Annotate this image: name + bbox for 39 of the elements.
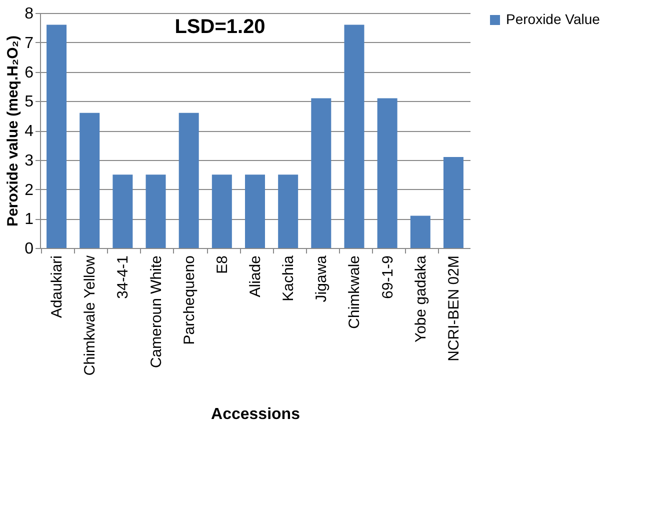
bar bbox=[80, 112, 100, 248]
legend-label: Peroxide Value bbox=[506, 11, 600, 27]
x-tick-label: 34-4-1 bbox=[114, 256, 132, 299]
x-tick-label: Chimkwale bbox=[346, 256, 364, 329]
annotation: LSD=1.20 bbox=[174, 16, 266, 38]
y-axis-title: Peroxide value (meq.H₂O₂) bbox=[4, 36, 22, 226]
x-tick-label: Adaukiari bbox=[48, 256, 66, 318]
y-tick-label: 4 bbox=[24, 123, 34, 140]
y-tick-label: 2 bbox=[24, 182, 34, 199]
x-tick-label: Jigawa bbox=[313, 254, 330, 302]
y-tick-label: 3 bbox=[24, 152, 34, 170]
x-tick-label: E8 bbox=[214, 256, 231, 274]
y-tick-label: 0 bbox=[24, 240, 34, 258]
bar bbox=[46, 24, 67, 248]
x-axis-title: Accessions bbox=[211, 406, 300, 423]
x-tick-label: Chimkwale Yellow bbox=[82, 255, 99, 376]
y-tick-label: 6 bbox=[24, 64, 34, 82]
x-tick-label: NCRI-BEN 02M bbox=[445, 256, 462, 362]
y-tick-label: 8 bbox=[24, 6, 34, 22]
bar bbox=[278, 174, 298, 248]
bar bbox=[377, 98, 398, 248]
x-tick-label: Cameroun White bbox=[148, 256, 165, 368]
x-tick-label: Parchequeno bbox=[180, 256, 198, 345]
bar bbox=[112, 174, 133, 248]
x-tick-label: Yobe gadaka bbox=[412, 254, 430, 343]
bar bbox=[212, 174, 232, 248]
x-tick-label: Kachia bbox=[280, 254, 298, 302]
x-tick-label: 69-1-9 bbox=[379, 256, 396, 299]
bar bbox=[146, 174, 166, 248]
y-tick-label: 1 bbox=[24, 211, 34, 228]
bar bbox=[410, 216, 430, 248]
bar bbox=[311, 98, 332, 248]
bar bbox=[245, 174, 265, 248]
bar bbox=[178, 112, 199, 248]
bar bbox=[443, 156, 464, 248]
bar bbox=[344, 24, 364, 248]
y-tick-label: 5 bbox=[24, 94, 34, 111]
x-tick-label: Aliade bbox=[247, 256, 264, 298]
y-tick-label: 7 bbox=[24, 34, 34, 52]
